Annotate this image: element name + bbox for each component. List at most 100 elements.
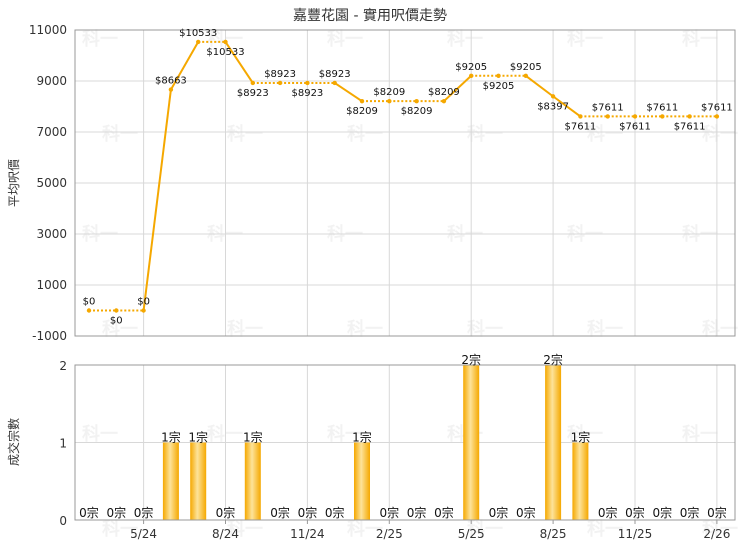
- watermark-text: 科一: [102, 123, 138, 145]
- volume-data-label: 0宗: [106, 505, 126, 520]
- price-y-axis-label: 平均呎價: [7, 159, 21, 207]
- price-point: [660, 114, 665, 119]
- x-tick-label: 5/24: [130, 527, 157, 541]
- price-data-label: $8923: [237, 88, 269, 99]
- x-axis: 5/24 8/24 11/24 2/25 5/25 8/25 11/25 2/26: [130, 520, 730, 541]
- price-data-label: $0: [137, 297, 150, 308]
- price-point: [469, 73, 474, 78]
- watermark-text: 科一: [467, 318, 503, 340]
- price-data-label: $10533: [206, 47, 244, 58]
- price-data-label: $8923: [264, 69, 296, 80]
- price-data-label: $8663: [155, 76, 187, 87]
- watermark-text: 科一: [102, 518, 138, 540]
- price-point: [277, 80, 283, 86]
- price-point: [250, 80, 255, 86]
- price-series: $0 $0 $0 $8663 $10533 $10533 $8923 $8923 $8923 $8…: [83, 28, 733, 327]
- price-point: [305, 80, 310, 86]
- price-y-tick-label: 5000: [36, 176, 67, 190]
- volume-bar: [244, 442, 261, 520]
- volume-plot-frame: [74, 364, 736, 521]
- price-data-label: $7611: [592, 102, 624, 113]
- volume-data-label: 0宗: [325, 505, 345, 520]
- price-line-segment: [443, 75, 472, 102]
- volume-bars: [162, 365, 589, 520]
- price-y-tick-label: 3000: [36, 227, 67, 241]
- price-data-label: $8923: [291, 88, 323, 99]
- watermark-text: 科一: [227, 518, 263, 540]
- volume-data-label: 0宗: [216, 505, 236, 520]
- price-point: [387, 98, 392, 104]
- volume-bar: [354, 442, 370, 520]
- price-point: [523, 73, 528, 78]
- x-tick-label: 2/25: [376, 527, 403, 541]
- volume-data-label: 1宗: [571, 430, 591, 445]
- volume-y-axis-label: 成交宗數: [6, 418, 21, 466]
- watermark-text: 科一: [227, 318, 263, 340]
- price-point: [441, 98, 447, 104]
- price-point: [550, 94, 556, 99]
- volume-data-label: 0宗: [270, 505, 290, 520]
- price-data-label: $0: [83, 297, 96, 308]
- price-data-label: $8209: [373, 87, 405, 98]
- volume-bar: [463, 365, 480, 520]
- watermark-text: 科一: [702, 518, 738, 540]
- volume-data-label: 0宗: [434, 505, 454, 520]
- volume-data-label: 1宗: [161, 430, 181, 445]
- volume-y-tick-label: 2: [59, 359, 67, 373]
- price-y-tick-label: 7000: [36, 125, 67, 139]
- watermark-text: 科一: [587, 318, 623, 340]
- price-point: [168, 87, 174, 92]
- watermark-text: 科一: [682, 423, 718, 445]
- price-data-label: $7611: [674, 121, 706, 132]
- price-data-label: $9205: [483, 81, 515, 92]
- price-line-segment: [525, 74, 554, 98]
- price-point: [496, 73, 501, 78]
- volume-data-label: 0宗: [652, 505, 672, 520]
- volume-data-label: 0宗: [379, 505, 399, 520]
- price-point: [114, 308, 119, 313]
- watermark-text: 科一: [682, 28, 718, 50]
- x-tick-label: 2/26: [703, 527, 730, 541]
- price-line-segment: [142, 89, 172, 311]
- watermark-text: 科一: [587, 518, 623, 540]
- watermark-text: 科一: [227, 123, 263, 145]
- price-data-label: $0: [110, 316, 123, 327]
- watermark-text: 科一: [347, 518, 383, 540]
- volume-data-label: 0宗: [516, 505, 536, 520]
- watermark-text: 科一: [702, 318, 738, 340]
- price-point: [196, 39, 201, 45]
- price-data-label: $8209: [346, 106, 378, 117]
- watermark-text: 科一: [467, 123, 503, 145]
- x-tick-label: 8/24: [212, 527, 239, 541]
- price-point: [687, 114, 692, 119]
- price-data-label: $8209: [401, 106, 433, 117]
- volume-data-label: 1宗: [352, 430, 372, 445]
- x-tick-label: 11/25: [618, 527, 653, 541]
- volume-bar: [162, 442, 179, 520]
- price-data-label: $7611: [564, 121, 596, 132]
- price-point: [714, 114, 720, 119]
- watermark-text: 科一: [587, 123, 623, 145]
- volume-y-tick-label: 1: [59, 437, 67, 451]
- volume-data-label: 0宗: [598, 505, 618, 520]
- watermark-text: 科一: [447, 28, 483, 50]
- volume-data-label: 2宗: [461, 352, 481, 367]
- price-data-label: $8923: [319, 69, 351, 80]
- chart-title: 嘉豐花園 - 實用呎價走勢: [293, 7, 447, 24]
- volume-data-label: 0宗: [407, 505, 427, 520]
- volume-y-tick-label: 0: [59, 514, 67, 528]
- price-y-tick-label: 9000: [36, 74, 67, 88]
- price-data-label: $8397: [537, 101, 569, 112]
- volume-bar: [190, 442, 207, 520]
- price-y-axis: -1000 1000 3000 5000 7000 9000 11000: [29, 23, 67, 343]
- watermark-text: 科一: [567, 423, 603, 445]
- watermark-text: 科一: [327, 28, 363, 50]
- price-data-label: $8209: [428, 87, 460, 98]
- price-line-segment: [224, 41, 254, 84]
- x-tick-label: 11/24: [290, 527, 325, 541]
- watermark-text: 科一: [567, 28, 603, 50]
- watermark-text: 科一: [347, 123, 383, 145]
- price-point: [359, 98, 365, 104]
